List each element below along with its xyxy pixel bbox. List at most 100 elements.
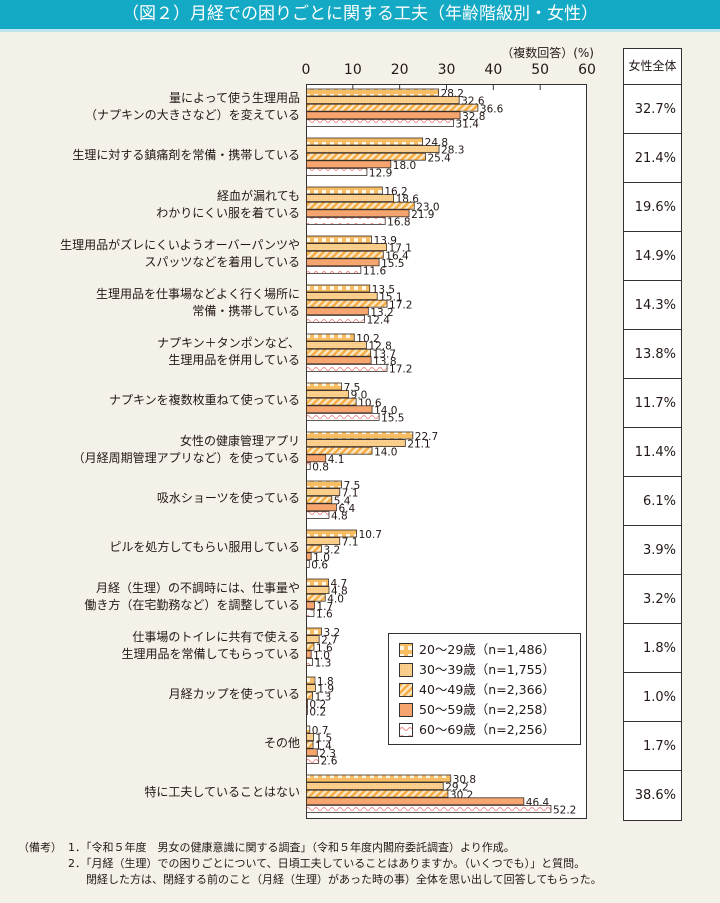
bar-value-label: 3.2	[323, 544, 340, 556]
bar-30s	[306, 194, 395, 202]
bar-40s	[306, 250, 384, 259]
bar-40s	[306, 642, 315, 651]
category-label: 経血が漏れてもわかりにくい服を着ている	[0, 188, 300, 222]
bar-60s	[306, 216, 386, 225]
bar-50s	[306, 748, 318, 757]
bar-20s	[306, 431, 414, 440]
bar-30s	[306, 684, 316, 692]
x-tick-label: 10	[343, 62, 362, 78]
total-value-cell: 11.7%	[624, 379, 681, 428]
category-label-line: 経血が漏れても	[216, 188, 300, 203]
bar-20s	[306, 529, 358, 538]
total-value-cell: 19.6%	[624, 183, 681, 232]
category-label-line: 働き方（在宅勤務など）を調整している	[84, 597, 300, 612]
x-tick-label: 20	[390, 62, 409, 78]
bar-60s	[306, 412, 380, 421]
bar-value-label: 0.8	[312, 462, 329, 474]
category-label: 量によって使う生理用品 （ナプキンの大きさなど）を変えている	[0, 90, 300, 124]
bar-value-label: 16.8	[387, 217, 410, 229]
bar-value-label: 5.4	[334, 495, 351, 507]
note-2: 2．「月経（生理）での困りごとについて、日頃工夫していることはありますか。（いく…	[18, 856, 602, 872]
bar-value-label: 31.4	[456, 119, 480, 131]
bar-value-label: 14.0	[374, 446, 397, 458]
legend-item-30s: 30～39歳（n=1,755）	[399, 662, 555, 678]
bar-value-label: 1.6	[316, 642, 333, 654]
legend-label: 60～69歳（n=2,256）	[419, 722, 555, 737]
total-value-cell: 3.2%	[624, 575, 681, 624]
bar-40s	[306, 593, 326, 602]
bar-value-label: 14.0	[374, 405, 397, 417]
bar-value-label: 1.3	[315, 658, 332, 670]
category-label: 吸水ショーツを使っている	[0, 490, 300, 507]
legend-swatch-50s	[399, 703, 413, 717]
bar-value-label: 0.2	[309, 707, 326, 719]
total-value-cell: 1.8%	[624, 624, 681, 673]
category-label-line: ピルを処方してもらい服用している	[109, 540, 300, 554]
bar-50s	[306, 503, 337, 512]
total-value-cell: 1.0%	[624, 673, 681, 722]
bar-value-label: 21.9	[411, 209, 434, 221]
bar-value-label: 1.0	[313, 650, 330, 662]
bar-value-label: 28.3	[441, 145, 464, 157]
total-value-cell: 14.3%	[624, 281, 681, 330]
bar-30s	[306, 292, 378, 301]
category-label-line: 女性の健康管理アプリ	[179, 433, 300, 448]
category-label-line: 生理用品を仕事場などよく行く場所に	[95, 286, 300, 301]
total-value-cell: 6.1%	[624, 477, 681, 526]
bar-50s	[306, 356, 372, 365]
bar-value-label: 2.6	[321, 756, 338, 768]
bar-60s	[306, 314, 365, 323]
bar-value-label: 23.0	[416, 201, 439, 213]
bar-40s	[306, 152, 426, 161]
legend-item-60s: 60～69歳（n=2,256）	[399, 722, 555, 738]
category-label-line: 吸水ショーツを使っている	[156, 491, 300, 505]
bar-20s	[306, 137, 424, 146]
bar-40s	[306, 789, 449, 798]
bar-40s	[306, 348, 372, 357]
note-number: 1．	[68, 841, 86, 854]
bar-value-label: 11.6	[363, 266, 387, 278]
bar-value-label: 4.1	[328, 454, 345, 466]
unit-label: （複数回答）(%)	[501, 46, 594, 60]
bar-30s	[306, 537, 341, 546]
bar-value-label: 4.8	[331, 586, 348, 598]
bar-value-label: 3.2	[323, 627, 340, 639]
bar-value-label: 6.4	[338, 503, 355, 515]
total-value-cell: 13.8%	[624, 330, 681, 379]
bar-40s	[306, 544, 322, 553]
category-label-line: 生理用品がズレにくいようオーバーパンツや	[60, 237, 300, 252]
category-label-line: （月経周期管理アプリなど）を使っている	[72, 450, 300, 465]
bar-60s	[306, 363, 388, 372]
bar-value-label: 30.8	[453, 774, 476, 786]
category-label-line: （ナプキンの大きさなど）を変えている	[84, 107, 300, 122]
total-value-cell: 38.6%	[634, 788, 676, 803]
category-label-line: わかりにくい服を着ている	[156, 205, 300, 220]
bar-value-label: 12.4	[367, 315, 391, 327]
bar-20s	[306, 774, 452, 783]
bar-30s	[306, 439, 406, 448]
category-label: 女性の健康管理アプリ （月経周期管理アプリなど）を使っている	[0, 433, 300, 467]
bar-value-label: 0.6	[311, 560, 328, 572]
bar-value-label: 17.1	[389, 243, 412, 255]
bar-20s	[306, 725, 311, 734]
bar-value-label: 0.7	[312, 725, 329, 737]
bar-value-label: 10.7	[359, 529, 382, 541]
bar-value-label: 1.3	[315, 691, 332, 703]
bar-value-label: 1.0	[313, 552, 330, 564]
legend-swatch-30s	[399, 663, 413, 677]
bar-40s	[306, 740, 314, 749]
category-label: ナプキン＋タンポンなど、 生理用品を併用している	[0, 335, 300, 369]
note-1: （備考） 1．「令和５年度 男女の健康意識に関する調査」（令和５年度内閣府委託調査…	[18, 840, 602, 856]
bar-60s	[306, 609, 315, 617]
bar-50s	[306, 601, 315, 610]
bar-20s	[306, 186, 383, 195]
bar-value-label: 7.5	[344, 480, 361, 492]
category-label-line: スパッツなどを着用している	[144, 254, 300, 269]
total-value-cell: 3.9%	[624, 526, 681, 575]
total-value-cell: 14.9%	[624, 232, 681, 281]
legend-swatch-40s	[399, 683, 413, 697]
bar-value-label: 18.0	[393, 160, 416, 172]
bar-60s	[306, 805, 552, 813]
bar-50s	[306, 111, 461, 120]
category-label: 月経カップを使っている	[0, 686, 300, 703]
